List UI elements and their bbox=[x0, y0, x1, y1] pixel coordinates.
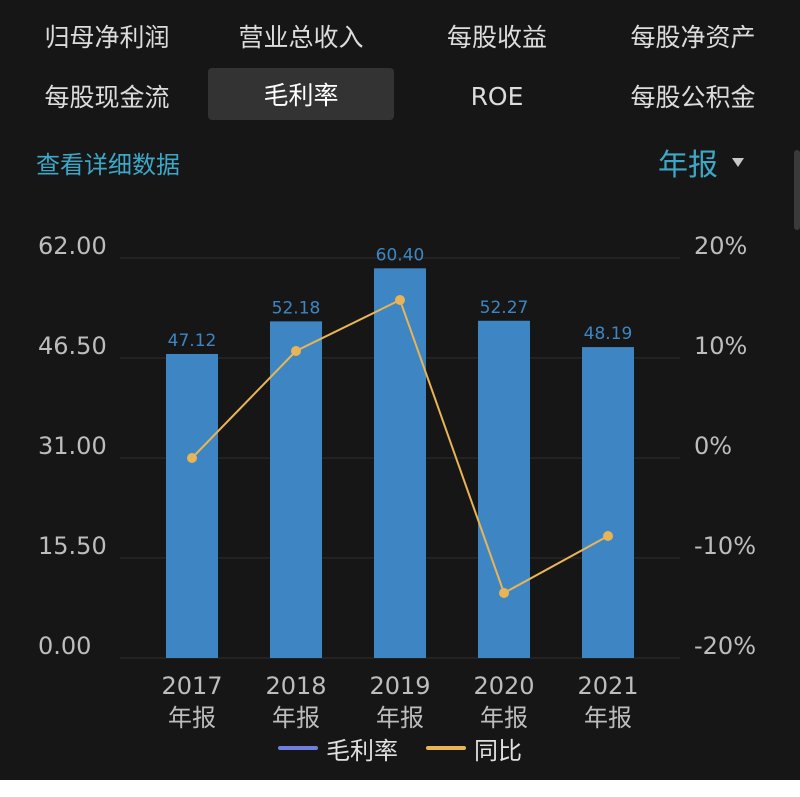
line-layer bbox=[187, 295, 613, 598]
right-axis-tick-label: 0% bbox=[694, 432, 732, 460]
tab-total-revenue[interactable]: 营业总收入 bbox=[238, 23, 364, 52]
bar bbox=[582, 347, 634, 658]
legend-item-gross-margin[interactable]: 毛利率 bbox=[278, 731, 398, 766]
yoy-point bbox=[395, 295, 405, 305]
yoy-point bbox=[187, 453, 197, 463]
bar bbox=[374, 268, 426, 658]
left-axis-tick-label: 0.00 bbox=[38, 632, 91, 660]
data-labels-layer: 47.12 52.18 60.40 52.27 48.19 bbox=[168, 245, 633, 351]
yoy-point bbox=[291, 346, 301, 356]
left-axis-tick-label: 46.50 bbox=[38, 332, 107, 360]
left-axis-tick-label: 31.00 bbox=[38, 432, 107, 460]
right-axis-tick-label: -20% bbox=[694, 632, 756, 660]
chart-controls: 查看详细数据 年报 bbox=[0, 140, 800, 184]
bar bbox=[478, 320, 530, 658]
tab-bvps[interactable]: 每股净资产 bbox=[630, 23, 756, 52]
bars-layer bbox=[166, 268, 634, 658]
bar-data-label: 52.27 bbox=[480, 298, 529, 318]
x-axis-tick-label: 2019 bbox=[369, 672, 430, 700]
left-axis-tick-label: 15.50 bbox=[38, 532, 107, 560]
x-axis-tick-label: 年报 bbox=[168, 704, 216, 730]
legend-item-yoy[interactable]: 同比 bbox=[426, 731, 522, 766]
right-axis: 20% 10% 0% -10% -20% bbox=[694, 232, 756, 660]
tab-gross-margin[interactable]: 毛利率 bbox=[208, 68, 394, 120]
legend-label-gross-margin: 毛利率 bbox=[326, 736, 398, 765]
right-axis-tick-label: 20% bbox=[694, 232, 747, 260]
tab-cash-flow-per-share[interactable]: 每股现金流 bbox=[44, 83, 170, 112]
left-axis-tick-label: 62.00 bbox=[38, 232, 107, 260]
x-axis-tick-label: 年报 bbox=[272, 704, 320, 730]
yoy-point bbox=[603, 531, 613, 541]
right-axis-tick-label: -10% bbox=[694, 532, 756, 560]
legend-label-yoy: 同比 bbox=[474, 736, 522, 765]
x-axis-tick-label: 年报 bbox=[376, 704, 424, 730]
metric-tabs: 归母净利润 营业总收入 每股收益 每股净资产 每股现金流 毛利率 ROE 每股公… bbox=[0, 0, 800, 130]
scrollbar[interactable] bbox=[794, 150, 800, 230]
gross-margin-chart: 62.00 46.50 31.00 15.50 0.00 20% 10% 0% -10% -20… bbox=[38, 232, 756, 730]
view-detail-link[interactable]: 查看详细数据 bbox=[36, 151, 180, 179]
caret-down-icon bbox=[732, 157, 744, 167]
x-axis-tick-label: 2018 bbox=[265, 672, 326, 700]
right-axis-tick-label: 10% bbox=[694, 332, 747, 360]
x-axis: 2017 年报 2018 年报 2019 年报 2020 年报 2021 年报 bbox=[161, 672, 638, 730]
period-selector[interactable]: 年报 bbox=[658, 140, 744, 184]
yoy-point bbox=[499, 588, 509, 598]
bar-data-label: 47.12 bbox=[168, 331, 217, 351]
period-value: 年报 bbox=[658, 148, 718, 183]
bar-data-label: 52.18 bbox=[272, 298, 321, 318]
bar bbox=[270, 321, 322, 658]
x-axis-tick-label: 年报 bbox=[584, 704, 632, 730]
x-axis-tick-label: 年报 bbox=[480, 704, 528, 730]
bar-data-label: 60.40 bbox=[376, 245, 425, 265]
left-axis: 62.00 46.50 31.00 15.50 0.00 bbox=[38, 232, 107, 660]
legend-swatch-bar bbox=[278, 746, 318, 750]
tab-net-profit[interactable]: 归母净利润 bbox=[44, 23, 170, 52]
app-container: 归母净利润 营业总收入 每股收益 每股净资产 每股现金流 毛利率 ROE 每股公… bbox=[0, 0, 800, 780]
legend-swatch-line bbox=[426, 746, 466, 750]
bar bbox=[166, 354, 218, 658]
tab-eps[interactable]: 每股收益 bbox=[446, 23, 547, 52]
x-axis-tick-label: 2017 bbox=[161, 672, 222, 700]
x-axis-tick-label: 2021 bbox=[577, 672, 638, 700]
bar-data-label: 48.19 bbox=[584, 324, 633, 344]
legend: 毛利率 同比 bbox=[0, 730, 800, 766]
x-axis-tick-label: 2020 bbox=[473, 672, 534, 700]
tab-roe[interactable]: ROE bbox=[470, 81, 524, 111]
tab-capital-reserve-per-share[interactable]: 每股公积金 bbox=[630, 83, 756, 112]
